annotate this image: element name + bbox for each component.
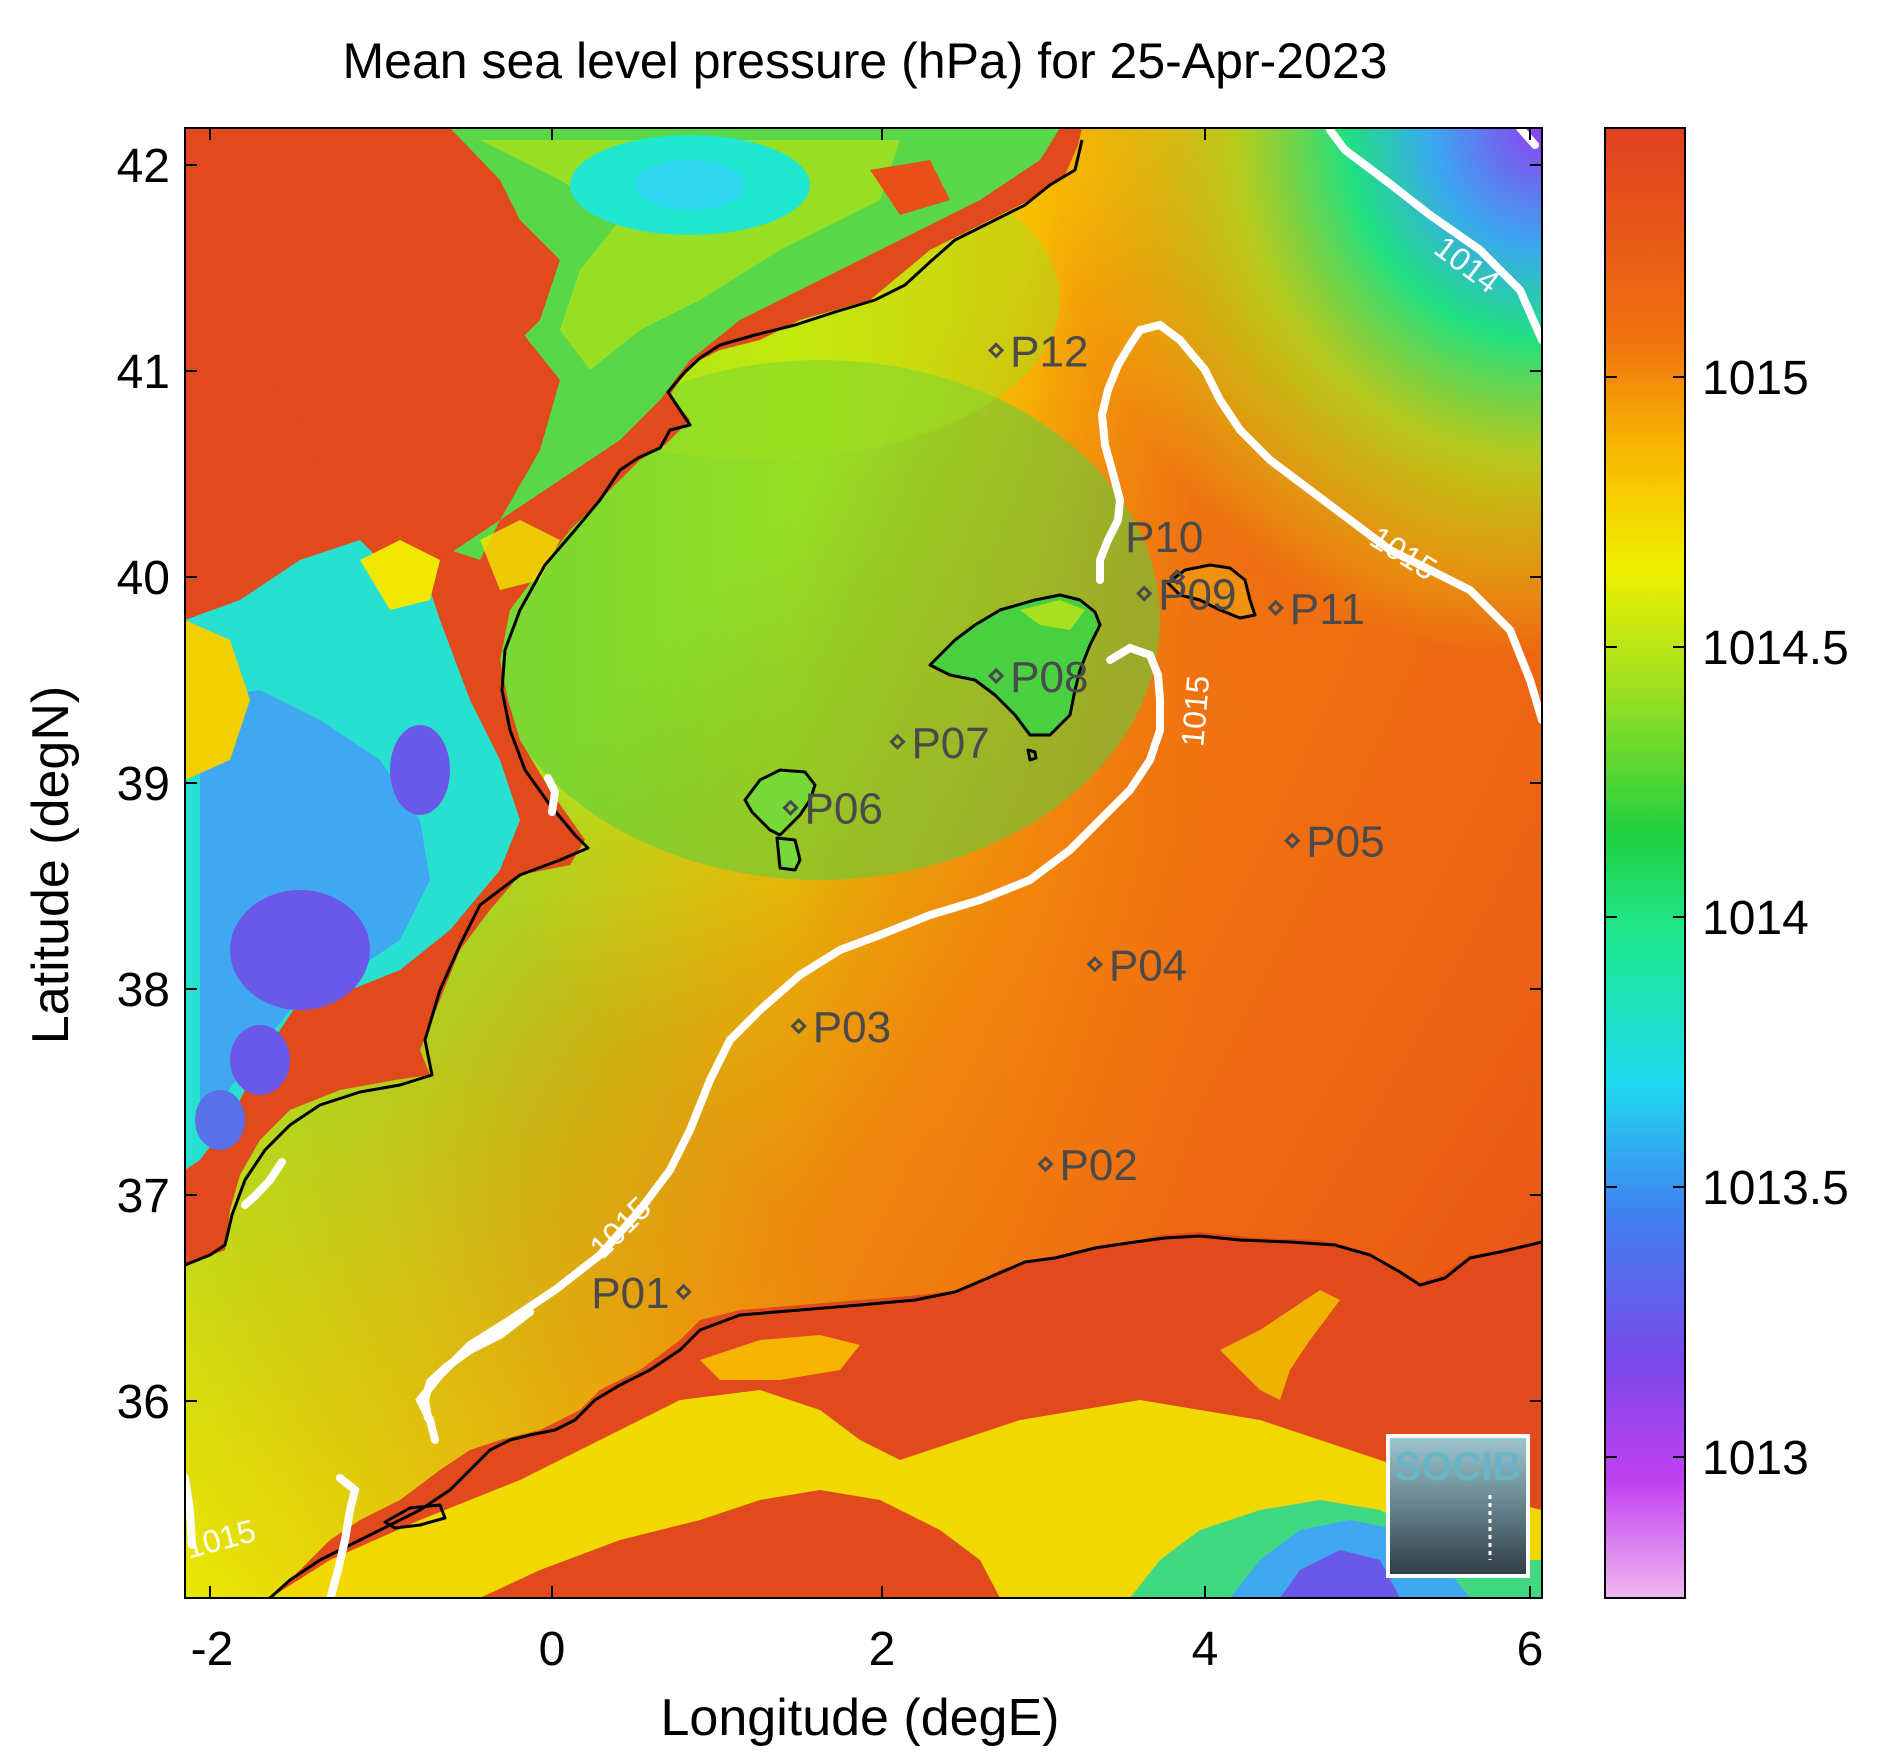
x-tick-labels: -2 0 2 4 6 — [191, 1623, 1544, 1676]
station-marker — [1267, 599, 1284, 617]
station-label: P05 — [1306, 818, 1384, 867]
y-axis-label: Latitude (degN) — [22, 686, 80, 1044]
station-label: P02 — [1060, 1141, 1138, 1190]
ibiza-island — [745, 770, 815, 835]
station-marker — [988, 667, 1005, 685]
colorbar-tick-label: 1014 — [1702, 892, 1809, 945]
isobar-label: 1015 — [1174, 674, 1216, 748]
colorbar-tick-label: 1013 — [1702, 1432, 1809, 1485]
station-p02: P02 — [1037, 1141, 1138, 1190]
station-label: P03 — [813, 1003, 891, 1052]
station-marker — [790, 1017, 807, 1035]
station-p07: P07 — [889, 719, 990, 768]
station-marker — [675, 1283, 692, 1300]
x-tick-label: 6 — [1517, 1623, 1544, 1676]
y-tick-label: 38 — [117, 964, 170, 1017]
colorbar-tick-label: 1013.5 — [1702, 1162, 1849, 1215]
x-tick-label: 2 — [869, 1623, 896, 1676]
station-marker — [782, 799, 799, 816]
y-tick-label: 41 — [117, 346, 170, 399]
y-tick-label: 42 — [117, 140, 170, 193]
station-label: P10 — [1125, 513, 1203, 562]
axis-ticks — [185, 128, 1542, 1598]
chart-title: Mean sea level pressure (hPa) for 25-Apr… — [343, 33, 1388, 89]
station-label: P01 — [591, 1269, 669, 1318]
socib-logo-text: SOCIB — [1395, 1445, 1522, 1489]
y-tick-labels: 42 41 40 39 38 37 36 — [117, 140, 170, 1429]
station-label: P04 — [1109, 941, 1187, 990]
station-label: P12 — [1010, 327, 1088, 376]
x-axis-label: Longitude (degE) — [661, 1689, 1060, 1747]
colorbar-ramp — [1604, 127, 1686, 1599]
coastlines — [185, 139, 1542, 1598]
station-label: P07 — [911, 719, 989, 768]
station-marker — [1037, 1155, 1054, 1173]
station-p08: P08 — [988, 653, 1088, 702]
map-frame — [184, 127, 1543, 1599]
menorca-island — [1168, 565, 1255, 618]
colorbar-tick-label: 1015 — [1702, 352, 1809, 405]
colorbar: 1015 1014.5 1014 1013.5 1013 — [1604, 127, 1849, 1599]
x-tick-label: 4 — [1192, 1623, 1219, 1676]
station-marker — [988, 342, 1005, 359]
socib-logo: SOCIB — [1386, 1434, 1530, 1578]
station-p05: P05 — [1284, 818, 1385, 867]
station-marker — [1136, 585, 1153, 602]
station-p06: P06 — [782, 785, 883, 834]
pressure-map: 1014 1015 1015 1015 1015 P01P02P03P04P05… — [185, 128, 1542, 1598]
station-label: P11 — [1290, 585, 1365, 634]
mallorca-island — [930, 595, 1100, 735]
y-tick-label: 37 — [117, 1170, 170, 1223]
station-p04: P04 — [1086, 941, 1187, 990]
y-tick-label: 39 — [117, 758, 170, 811]
y-tick-label: 36 — [117, 1376, 170, 1429]
station-marker — [1168, 568, 1186, 586]
station-p03: P03 — [790, 1003, 891, 1052]
station-p01: P01 — [591, 1269, 692, 1318]
station-marker — [1284, 832, 1301, 849]
station-marker — [889, 733, 906, 750]
station-p11: P11 — [1267, 585, 1365, 634]
station-p12: P12 — [988, 327, 1088, 376]
isobars — [185, 128, 1542, 1598]
x-tick-label: -2 — [191, 1623, 234, 1676]
x-tick-label: 0 — [539, 1623, 566, 1676]
colorbar-tick-label: 1014.5 — [1702, 622, 1849, 675]
station-label: P06 — [805, 785, 883, 834]
station-label: P08 — [1010, 653, 1088, 702]
y-tick-label: 40 — [117, 552, 170, 605]
station-marker — [1086, 956, 1103, 973]
station-p10: P10 — [1125, 513, 1203, 586]
